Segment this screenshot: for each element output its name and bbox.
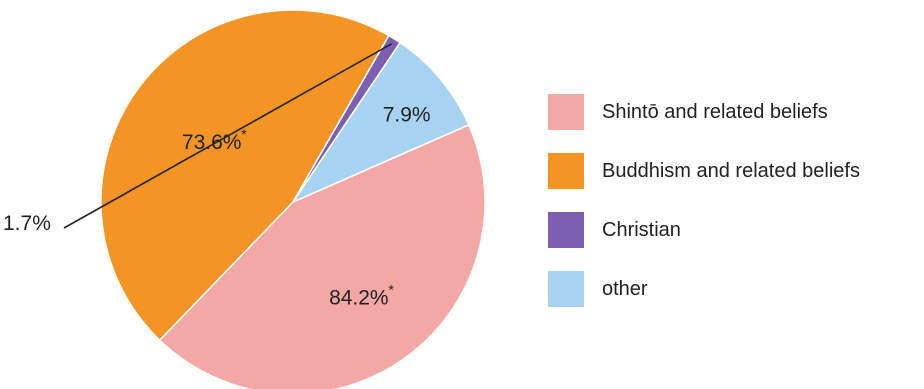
legend-swatch-christian [548,212,584,248]
data-label-other: 7.9% [383,104,431,127]
legend-swatch-shinto [548,94,584,130]
legend-item-christian: Christian [548,212,924,248]
pie-slice-shinto [158,123,486,389]
legend: Shintō and related beliefs Buddhism and … [548,94,924,330]
legend-label-shinto: Shintō and related beliefs [602,100,828,123]
legend-label-other: other [602,277,648,300]
data-label-shinto: 84.2% [329,287,389,310]
legend-item-other: other [548,271,924,307]
data-label-christian: 1.7% [3,212,51,235]
legend-swatch-other [548,271,584,307]
legend-swatch-buddhism [548,153,584,189]
data-label-buddhism: 73.6% [182,131,242,154]
pie-slices [100,9,486,389]
data-label-note-buddhism: * [241,126,247,142]
data-label-note-shinto: * [388,282,394,298]
leader-line-christian [63,43,392,229]
pie-slice-buddhism [100,9,390,342]
legend-item-shinto: Shintō and related beliefs [548,94,924,130]
legend-label-christian: Christian [602,218,681,241]
pie-data-labels: 84.2% *73.6% *1.7%7.9% [3,43,431,310]
legend-item-buddhism: Buddhism and related beliefs [548,153,924,189]
pie-slice-other [290,41,470,204]
legend-label-buddhism: Buddhism and related beliefs [602,159,860,182]
